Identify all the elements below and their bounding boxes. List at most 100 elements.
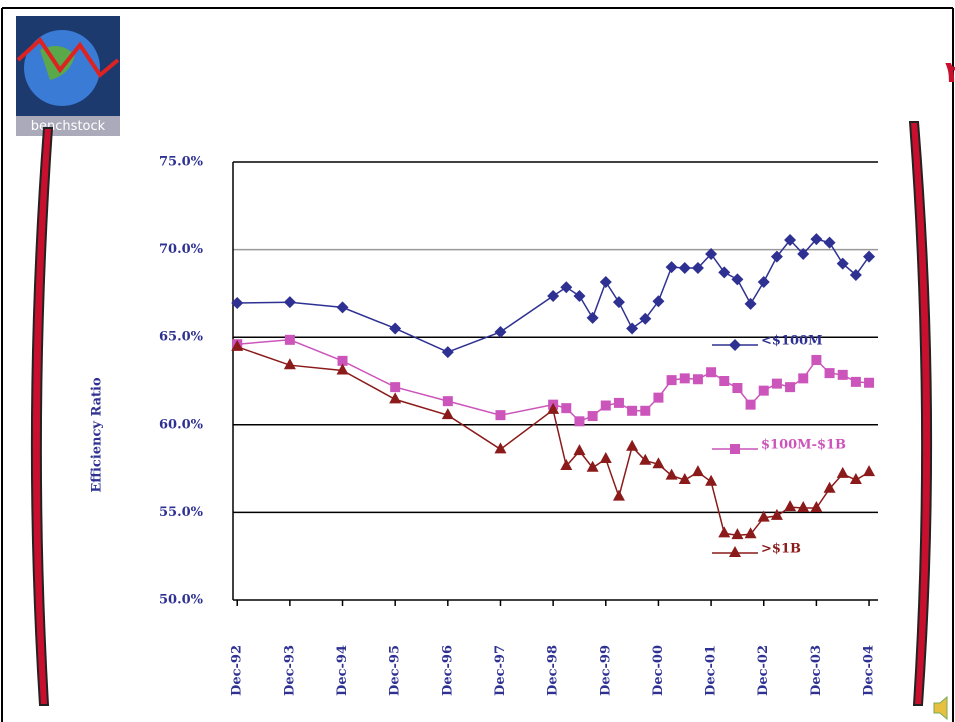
- logo: benchstock: [16, 16, 120, 136]
- x-tick-label: Dec-97: [493, 645, 508, 696]
- data-point: [283, 296, 296, 309]
- data-point: [283, 358, 296, 370]
- x-tick-label: Dec-98: [546, 645, 561, 696]
- data-point: [336, 363, 349, 375]
- data-point: [573, 444, 586, 456]
- data-point: [442, 396, 453, 407]
- data-point: [573, 290, 586, 303]
- y-tick-label: 55.0%: [159, 505, 204, 520]
- data-point: [547, 290, 560, 303]
- data-point: [390, 382, 401, 393]
- logo-text: benchstock: [31, 119, 106, 134]
- data-point: [863, 465, 876, 477]
- data-point: [719, 376, 730, 386]
- x-tick-label: Dec-00: [651, 645, 666, 696]
- data-point: [732, 383, 743, 394]
- data-point: [705, 474, 718, 486]
- data-point: [770, 250, 783, 263]
- data-point: [561, 403, 572, 414]
- data-point: [770, 508, 783, 520]
- data-point: [389, 322, 402, 335]
- x-tick-label: Dec-02: [756, 645, 771, 696]
- data-point: [652, 457, 665, 469]
- bracket-right: [908, 121, 933, 706]
- data-point: [574, 416, 585, 427]
- y-tick-label: 75.0%: [159, 155, 204, 170]
- x-tick-label: Dec-94: [335, 645, 350, 696]
- legend-label: >$1B: [761, 542, 801, 557]
- x-tick-label: Dec-92: [230, 645, 245, 696]
- y-tick-label: 50.0%: [159, 593, 204, 608]
- data-point: [863, 250, 876, 263]
- data-point: [758, 385, 769, 396]
- legend-label: <$100M: [761, 334, 822, 349]
- data-point: [639, 453, 652, 465]
- x-tick-label: Dec-93: [282, 645, 297, 696]
- x-tick-label: Dec-95: [388, 645, 403, 696]
- data-point: [665, 261, 678, 274]
- speaker-icon: [933, 695, 948, 721]
- data-point: [640, 405, 651, 416]
- data-point: [678, 261, 691, 274]
- data-point: [785, 382, 796, 393]
- data-point: [679, 373, 690, 384]
- data-point: [494, 325, 507, 338]
- data-point: [850, 376, 861, 387]
- data-point: [823, 236, 836, 249]
- data-point: [652, 295, 665, 308]
- data-point: [849, 472, 862, 484]
- data-point: [599, 276, 612, 289]
- legend-marker: [729, 339, 741, 351]
- x-tick-label: Dec-01: [704, 645, 719, 696]
- data-point: [810, 501, 823, 513]
- data-point: [587, 411, 598, 422]
- data-point: [665, 468, 678, 480]
- data-point: [784, 500, 797, 512]
- legend-marker: [730, 444, 740, 454]
- data-point: [718, 526, 731, 538]
- data-point: [336, 301, 349, 314]
- data-point: [560, 281, 573, 294]
- data-point: [231, 297, 244, 310]
- data-point: [666, 375, 677, 386]
- data-point: [757, 510, 770, 522]
- data-point: [653, 392, 664, 403]
- data-point: [691, 261, 704, 274]
- x-tick-label: Dec-96: [440, 645, 455, 696]
- legend-marker: [729, 546, 741, 557]
- data-point: [784, 233, 797, 246]
- y-tick-label: 70.0%: [159, 242, 204, 257]
- x-tick-label: Dec-04: [862, 645, 877, 696]
- data-point: [626, 439, 639, 451]
- data-point: [731, 273, 744, 286]
- data-point: [744, 527, 757, 539]
- data-point: [731, 528, 744, 540]
- data-point: [849, 269, 862, 282]
- bracket-left: [30, 127, 54, 706]
- data-point: [586, 460, 599, 472]
- legend-label: $100M-$1B: [761, 438, 846, 453]
- data-point: [494, 442, 507, 454]
- chart-title: شاخص کارایی بانک‌های تجاری آمریکا ۱۹۹۲ ا…: [945, 53, 955, 90]
- data-point: [441, 346, 454, 359]
- data-point: [757, 276, 770, 289]
- data-point: [824, 368, 835, 379]
- y-tick-label: 60.0%: [159, 417, 204, 432]
- data-point: [600, 400, 611, 411]
- data-point: [284, 334, 295, 345]
- data-point: [627, 405, 638, 416]
- data-point: [495, 410, 506, 421]
- data-point: [613, 397, 624, 408]
- y-tick-label: 65.0%: [159, 330, 204, 345]
- data-point: [836, 466, 849, 478]
- data-point: [706, 367, 717, 378]
- data-point: [692, 374, 703, 385]
- data-point: [612, 296, 625, 309]
- data-point: [231, 339, 244, 351]
- data-point: [441, 408, 454, 420]
- data-point: [586, 311, 599, 324]
- data-point: [547, 402, 560, 414]
- data-point: [678, 472, 691, 484]
